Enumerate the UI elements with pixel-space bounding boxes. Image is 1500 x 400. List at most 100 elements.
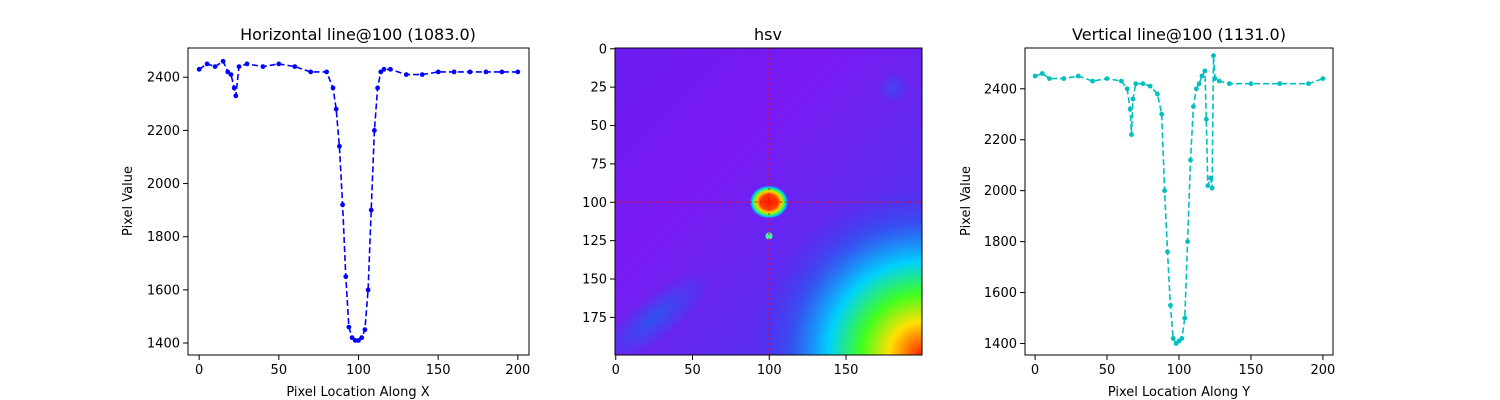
plot-frame — [1024, 47, 1334, 356]
data-point — [333, 106, 339, 112]
x-axis-label: Pixel Location Along Y — [1108, 385, 1250, 400]
y-tick-label: 75 — [590, 157, 607, 172]
x-tick-label: 200 — [505, 363, 530, 378]
data-point — [1199, 73, 1205, 79]
tick-group: 0 50 100 150 200 1400 1600 1800 2000 2200 2400 — [147, 71, 530, 378]
y-tick-label: 2000 — [984, 184, 1017, 199]
data-point — [1170, 336, 1176, 341]
y-tick-label: 125 — [582, 234, 607, 249]
heatmap-image — [615, 48, 922, 355]
data-point — [365, 287, 371, 293]
series-line — [1034, 55, 1324, 345]
data-point — [346, 324, 352, 330]
series-group — [196, 58, 521, 343]
y-tick-label: 100 — [582, 196, 607, 211]
data-point — [1133, 81, 1139, 87]
data-point — [388, 66, 393, 72]
data-point — [1320, 76, 1326, 81]
series-line — [198, 60, 518, 342]
data-point — [451, 69, 457, 75]
x-tick-label: 50 — [684, 363, 701, 378]
data-point — [1119, 78, 1124, 84]
data-point — [1061, 76, 1067, 81]
x-tick-label: 100 — [346, 363, 371, 378]
chart-title: Vertical line@100 (1131.0) — [1072, 25, 1286, 44]
y-tick-label: 175 — [582, 311, 607, 326]
y-tick-label: 1800 — [147, 230, 180, 245]
data-point — [196, 66, 202, 72]
y-tick-label: 0 — [599, 42, 607, 57]
data-point — [1277, 81, 1283, 87]
data-point — [378, 69, 384, 75]
data-point — [1216, 78, 1222, 84]
y-tick-label: 50 — [590, 119, 607, 134]
x-tick-label: 50 — [1099, 363, 1116, 378]
data-point — [1248, 81, 1254, 87]
data-point — [1127, 106, 1133, 112]
data-point — [233, 93, 239, 99]
tick-group: 0 50 100 150 0 25 50 75 100 125 150 175 — [582, 42, 858, 378]
x-tick-label: 200 — [1311, 363, 1336, 378]
data-point — [1159, 111, 1165, 117]
data-point — [1075, 73, 1081, 79]
data-point — [244, 61, 250, 67]
x-tick-label: 50 — [271, 363, 288, 378]
vertical-profile-chart: Vertical line@100 (1131.0) 0 50 100 150 200 1… — [959, 25, 1335, 400]
data-point — [228, 72, 234, 77]
data-point — [1188, 157, 1193, 163]
data-point — [1208, 175, 1214, 181]
data-point — [343, 274, 349, 279]
y-tick-label: 150 — [582, 273, 607, 288]
data-point — [1130, 96, 1136, 102]
data-point — [1147, 83, 1153, 89]
data-point — [1162, 188, 1167, 194]
data-point — [1090, 78, 1095, 84]
x-tick-label: 100 — [757, 363, 782, 378]
data-point — [368, 207, 374, 213]
data-point — [1191, 104, 1196, 109]
y-tick-label: 1400 — [984, 337, 1017, 352]
y-tick-label: 2400 — [147, 71, 180, 86]
data-point — [324, 69, 329, 75]
data-point — [231, 85, 237, 91]
data-point — [1124, 86, 1130, 92]
chart-title: hsv — [754, 25, 782, 44]
data-point — [362, 327, 368, 333]
data-point — [225, 69, 231, 75]
data-point — [1193, 86, 1199, 92]
y-tick-label: 2400 — [984, 82, 1017, 97]
y-tick-label: 2000 — [147, 177, 180, 192]
y-tick-label: 1400 — [147, 337, 180, 352]
data-point — [1209, 185, 1215, 191]
y-tick-label: 25 — [590, 81, 607, 96]
plot-frame — [187, 47, 530, 356]
y-tick-label: 1800 — [984, 235, 1017, 250]
y-axis-label: Pixel Value — [121, 166, 136, 236]
data-point — [483, 69, 489, 75]
data-point — [260, 64, 266, 69]
data-point — [1179, 336, 1185, 341]
data-point — [1227, 81, 1232, 87]
data-point — [1211, 53, 1216, 58]
data-point — [1032, 73, 1038, 79]
data-point — [435, 69, 441, 75]
data-point — [1168, 302, 1173, 308]
data-point — [308, 69, 314, 75]
data-point — [372, 127, 377, 133]
data-point — [1140, 81, 1146, 87]
data-point — [1155, 91, 1160, 97]
data-point — [1212, 76, 1218, 81]
data-point — [1202, 68, 1208, 74]
small-spot — [765, 232, 773, 240]
data-point — [212, 64, 218, 69]
x-tick-label: 0 — [612, 363, 620, 378]
y-tick-label: 2200 — [984, 133, 1017, 148]
data-point — [349, 335, 355, 341]
x-tick-label: 100 — [1167, 363, 1192, 378]
data-point — [1196, 81, 1202, 87]
data-point — [1306, 81, 1311, 87]
data-point — [1205, 183, 1211, 189]
y-tick-label: 2200 — [147, 124, 180, 139]
data-point — [1182, 315, 1188, 321]
